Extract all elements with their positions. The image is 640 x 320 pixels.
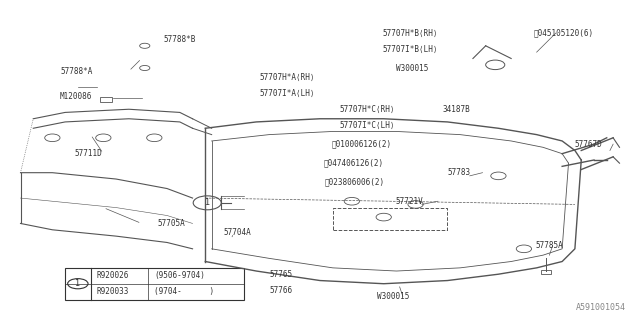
Text: Ⓞ045105120(6): Ⓞ045105120(6) [534, 28, 594, 38]
Text: Ⓞ047406126(2): Ⓞ047406126(2) [323, 159, 383, 168]
Text: 57785A: 57785A [536, 241, 563, 250]
Text: 57707H*C⟨RH⟩: 57707H*C⟨RH⟩ [339, 105, 395, 114]
Text: 57707H*A⟨RH⟩: 57707H*A⟨RH⟩ [259, 73, 315, 82]
Text: 57707H*B⟨RH⟩: 57707H*B⟨RH⟩ [383, 28, 438, 38]
Text: 57783: 57783 [447, 168, 470, 177]
Text: 57711D: 57711D [75, 149, 102, 158]
Text: 34187B: 34187B [442, 105, 470, 114]
Bar [541, 270, 551, 274]
Text: 57704A: 57704A [223, 228, 251, 237]
Text: 57707I*A⟨LH⟩: 57707I*A⟨LH⟩ [259, 89, 315, 98]
Text: W300015: W300015 [378, 292, 410, 301]
Text: 1: 1 [205, 198, 210, 207]
Text: 57705A: 57705A [157, 219, 185, 228]
Text: (9506-9704): (9506-9704) [154, 271, 205, 280]
Text: M120086: M120086 [60, 92, 92, 101]
Text: W300015: W300015 [396, 63, 429, 73]
Text: 57788*B: 57788*B [164, 35, 196, 44]
Text: 1: 1 [76, 279, 81, 288]
Text: Ⓝ023806006(2): Ⓝ023806006(2) [324, 178, 385, 187]
Text: 57707I*C⟨LH⟩: 57707I*C⟨LH⟩ [339, 121, 395, 130]
Text: R920026: R920026 [97, 271, 129, 280]
Text: 57766: 57766 [269, 285, 292, 295]
Text: (9704-      ): (9704- ) [154, 287, 214, 296]
Text: Ⓑ010006126(2): Ⓑ010006126(2) [332, 140, 392, 148]
Bar [100, 97, 111, 102]
Text: 57767D: 57767D [575, 140, 603, 148]
Text: R920033: R920033 [97, 287, 129, 296]
Text: 57788*A: 57788*A [60, 67, 92, 76]
Text: 57765: 57765 [269, 270, 292, 279]
Text: 57707I*B⟨LH⟩: 57707I*B⟨LH⟩ [383, 44, 438, 53]
Bar [65, 268, 244, 300]
Text: 57721V: 57721V [395, 197, 423, 206]
Text: A591001054: A591001054 [576, 303, 626, 312]
